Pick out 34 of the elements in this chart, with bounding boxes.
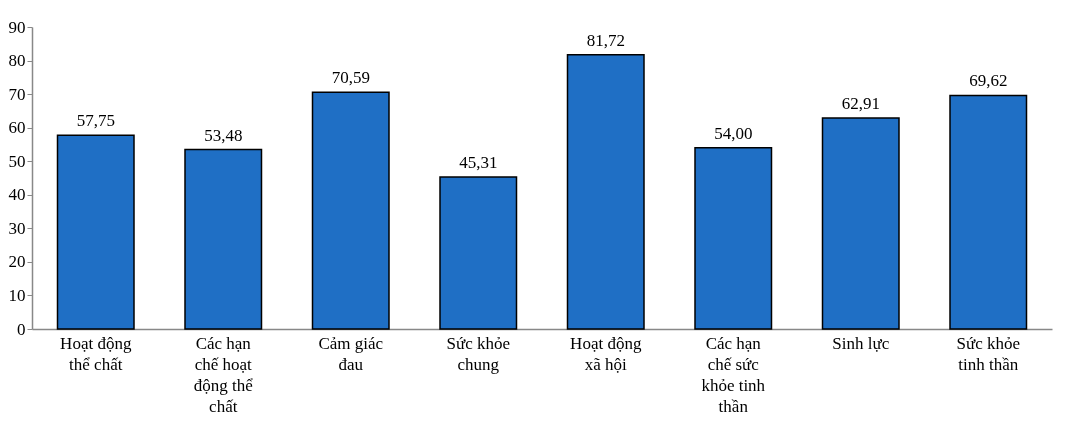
y-tick-label: 60 xyxy=(8,118,26,138)
data-label: 69,62 xyxy=(969,71,1008,91)
bar xyxy=(821,117,900,330)
x-tick-label: Hoạt động thể chất xyxy=(60,333,132,374)
data-label: 81,72 xyxy=(586,30,625,50)
x-tick-label: Sức khỏe tinh thần xyxy=(956,333,1021,374)
y-tick-label: 40 xyxy=(8,185,26,205)
bar xyxy=(566,54,645,330)
y-tick-label: 0 xyxy=(17,319,26,339)
y-tick-label: 50 xyxy=(8,151,26,171)
y-tick-label: 70 xyxy=(8,84,26,104)
x-tick-label: Các hạn chế sức khỏe tinh thần xyxy=(701,333,766,416)
data-label: 70,59 xyxy=(331,68,370,88)
data-label: 57,75 xyxy=(76,111,115,131)
x-tick-label: Các hạn chế hoạt động thể chất xyxy=(193,333,254,416)
x-tick-label: Cảm giác đau xyxy=(318,333,384,374)
y-tick-label: 80 xyxy=(8,51,26,71)
x-tick-label: Hoạt động xã hội xyxy=(570,333,642,374)
data-label: 62,91 xyxy=(841,93,880,113)
bar xyxy=(694,147,773,330)
bar xyxy=(949,94,1028,330)
data-label: 53,48 xyxy=(204,125,243,145)
bar xyxy=(184,148,263,330)
bar xyxy=(56,134,135,330)
data-label: 45,31 xyxy=(459,152,498,172)
x-tick-label: Sức khỏe chung xyxy=(446,333,511,374)
x-tick-label: Sinh lực xyxy=(832,333,890,353)
y-tick-label: 30 xyxy=(8,218,26,238)
bar xyxy=(311,91,390,330)
y-tick-label: 20 xyxy=(8,252,26,272)
y-tick-label: 90 xyxy=(8,17,26,37)
bar xyxy=(439,176,518,330)
data-label: 54,00 xyxy=(714,123,753,143)
y-tick-label: 10 xyxy=(8,285,26,305)
